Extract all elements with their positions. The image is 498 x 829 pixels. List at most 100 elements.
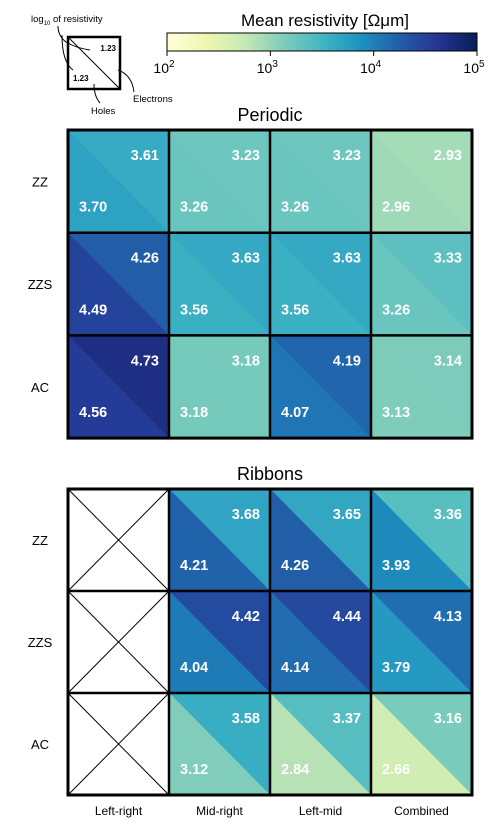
column-labels: Left-right Mid-right Left-mid Combined	[95, 804, 449, 818]
empty-cell-cross	[67, 488, 170, 592]
legend-key-holes-pointer	[93, 83, 101, 104]
heatmap-cell: 2.93 2.96	[370, 129, 473, 234]
column-label: Left-right	[95, 804, 143, 818]
column-label: Mid-right	[196, 804, 243, 818]
electron-value: 3.33	[434, 251, 462, 267]
heatmap-cell: 4.13 3.79	[370, 590, 473, 694]
row-label: ZZS	[28, 277, 53, 292]
electron-value: 3.61	[131, 148, 159, 164]
hole-value: 2.84	[281, 762, 309, 778]
electron-value: 4.44	[333, 609, 361, 625]
electron-value: 3.16	[434, 711, 462, 727]
panels: PeriodicZZ3.613.703.233.263.233.262.932.…	[28, 105, 474, 797]
hole-value: 3.79	[382, 660, 410, 676]
heatmap-cell: 3.61 3.70	[67, 129, 170, 234]
colorbar-tick-base: 10	[153, 60, 169, 76]
hole-value: 3.12	[180, 762, 208, 778]
hole-value: 3.56	[180, 302, 208, 318]
heatmap-cell: 4.42 4.04	[168, 590, 271, 694]
colorbar-gradient	[166, 32, 478, 52]
heatmap-cell	[67, 590, 170, 694]
legend-key-diagonal	[67, 36, 121, 90]
panel-title: Ribbons	[237, 464, 303, 484]
hole-value: 3.26	[180, 200, 208, 216]
legend-key-log-label: log10 of resistivity	[31, 14, 103, 27]
heatmap-cell: 3.63 3.56	[168, 232, 271, 337]
legend-key-hole-sample: 1.23	[73, 74, 89, 83]
heatmap-cell: 3.36 3.93	[370, 488, 473, 592]
hole-value: 4.49	[79, 302, 107, 318]
electron-value: 3.65	[333, 507, 361, 523]
electron-value: 3.23	[333, 148, 361, 164]
hole-value: 3.13	[382, 405, 410, 421]
electron-value: 4.73	[131, 353, 159, 369]
colorbar-tick-exponent: 5	[479, 59, 485, 70]
legend-key: 1.23 1.23 log10 of resistivity Holes Ele…	[31, 14, 173, 117]
heatmap-cell: 3.68 4.21	[168, 488, 271, 592]
electron-value: 3.58	[232, 711, 260, 727]
hole-value: 3.56	[281, 302, 309, 318]
electron-value: 4.26	[131, 251, 159, 267]
hole-value: 4.14	[281, 660, 309, 676]
colorbar-tick-base: 10	[360, 60, 376, 76]
heatmap-cell: 3.63 3.56	[269, 232, 372, 337]
hole-value: 3.93	[382, 558, 410, 574]
electron-value: 4.42	[232, 609, 260, 625]
panel-title: Periodic	[237, 105, 302, 125]
hole-value: 4.07	[281, 405, 309, 421]
column-label: Combined	[394, 804, 449, 818]
colorbar-tick-exponent: 2	[169, 59, 175, 70]
colorbar-tick-label: 105	[463, 59, 485, 76]
hole-value: 2.96	[382, 200, 410, 216]
colorbar: Mean resistivity [Ωμm] 102 103 104 105	[153, 11, 485, 76]
heatmap-cell: 3.65 4.26	[269, 488, 372, 592]
heatmap-cell: 3.33 3.26	[370, 232, 473, 337]
heatmap-cell: 4.73 4.56	[67, 334, 170, 439]
legend-key-log-text: log	[31, 14, 44, 25]
electron-value: 4.19	[333, 353, 361, 369]
column-label: Left-mid	[299, 804, 342, 818]
heatmap-cell: 4.44 4.14	[269, 590, 372, 694]
panel-frame	[66, 487, 474, 797]
hole-value: 3.70	[79, 200, 107, 216]
electron-value: 4.13	[434, 609, 462, 625]
heatmap-cell: 3.14 3.13	[370, 334, 473, 439]
heatmap-cell: 3.23 3.26	[269, 129, 372, 234]
electron-value: 3.37	[333, 711, 361, 727]
electron-value: 3.63	[232, 251, 260, 267]
colorbar-ticks: 102 103 104 105	[153, 51, 485, 76]
electron-value: 3.36	[434, 507, 462, 523]
colorbar-tick-label: 104	[360, 59, 382, 76]
hole-value: 3.26	[382, 302, 410, 318]
hole-value: 3.26	[281, 200, 309, 216]
row-label: ZZ	[32, 174, 48, 189]
panel-ribbons: Ribbons ZZ 3.68 4.21 3.65 4.26 3.36 3.93 ZZS 4.42…	[28, 464, 474, 797]
heatmap-cell: 3.16 2.66	[370, 692, 473, 796]
heatmap-cell	[67, 488, 170, 592]
colorbar-tick-base: 10	[463, 60, 479, 76]
hole-value: 2.66	[382, 762, 410, 778]
row-label: ZZS	[28, 635, 53, 650]
hole-value: 4.21	[180, 558, 208, 574]
heatmap-cell	[67, 692, 170, 796]
electron-value: 3.68	[232, 507, 260, 523]
row-label: ZZ	[32, 533, 48, 548]
colorbar-tick-exponent: 4	[376, 59, 382, 70]
legend-key-electron-sample: 1.23	[100, 44, 116, 53]
heatmap-cell: 3.23 3.26	[168, 129, 271, 234]
empty-cell-cross	[67, 692, 170, 796]
electron-value: 3.18	[232, 353, 260, 369]
hole-value: 4.56	[79, 405, 107, 421]
panel-frame	[66, 128, 474, 440]
colorbar-tick-label: 102	[153, 59, 175, 76]
electron-value: 2.93	[434, 148, 462, 164]
heatmap-cell: 4.26 4.49	[67, 232, 170, 337]
legend-key-log-rest: of resistivity	[50, 14, 103, 25]
row-label: AC	[31, 380, 49, 395]
legend-key-log-pointer	[57, 25, 91, 51]
colorbar-title: Mean resistivity [Ωμm]	[241, 11, 409, 30]
electron-value: 3.63	[333, 251, 361, 267]
empty-cell-cross	[67, 590, 170, 694]
heatmap-cell: 3.18 3.18	[168, 334, 271, 439]
